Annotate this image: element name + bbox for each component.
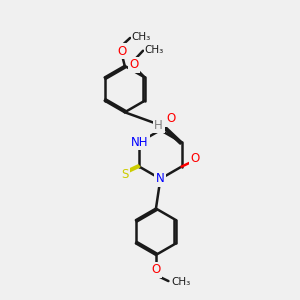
Text: CH₃: CH₃ <box>145 45 164 55</box>
Text: CH₃: CH₃ <box>132 32 151 42</box>
Text: CH₃: CH₃ <box>171 277 191 287</box>
Text: O: O <box>190 152 200 165</box>
Text: S: S <box>121 168 129 181</box>
Text: O: O <box>130 58 139 71</box>
Text: O: O <box>151 263 160 276</box>
Text: O: O <box>166 112 175 125</box>
Text: H: H <box>154 118 163 131</box>
Text: NH: NH <box>130 136 148 149</box>
Text: O: O <box>117 44 126 58</box>
Text: N: N <box>156 172 165 185</box>
